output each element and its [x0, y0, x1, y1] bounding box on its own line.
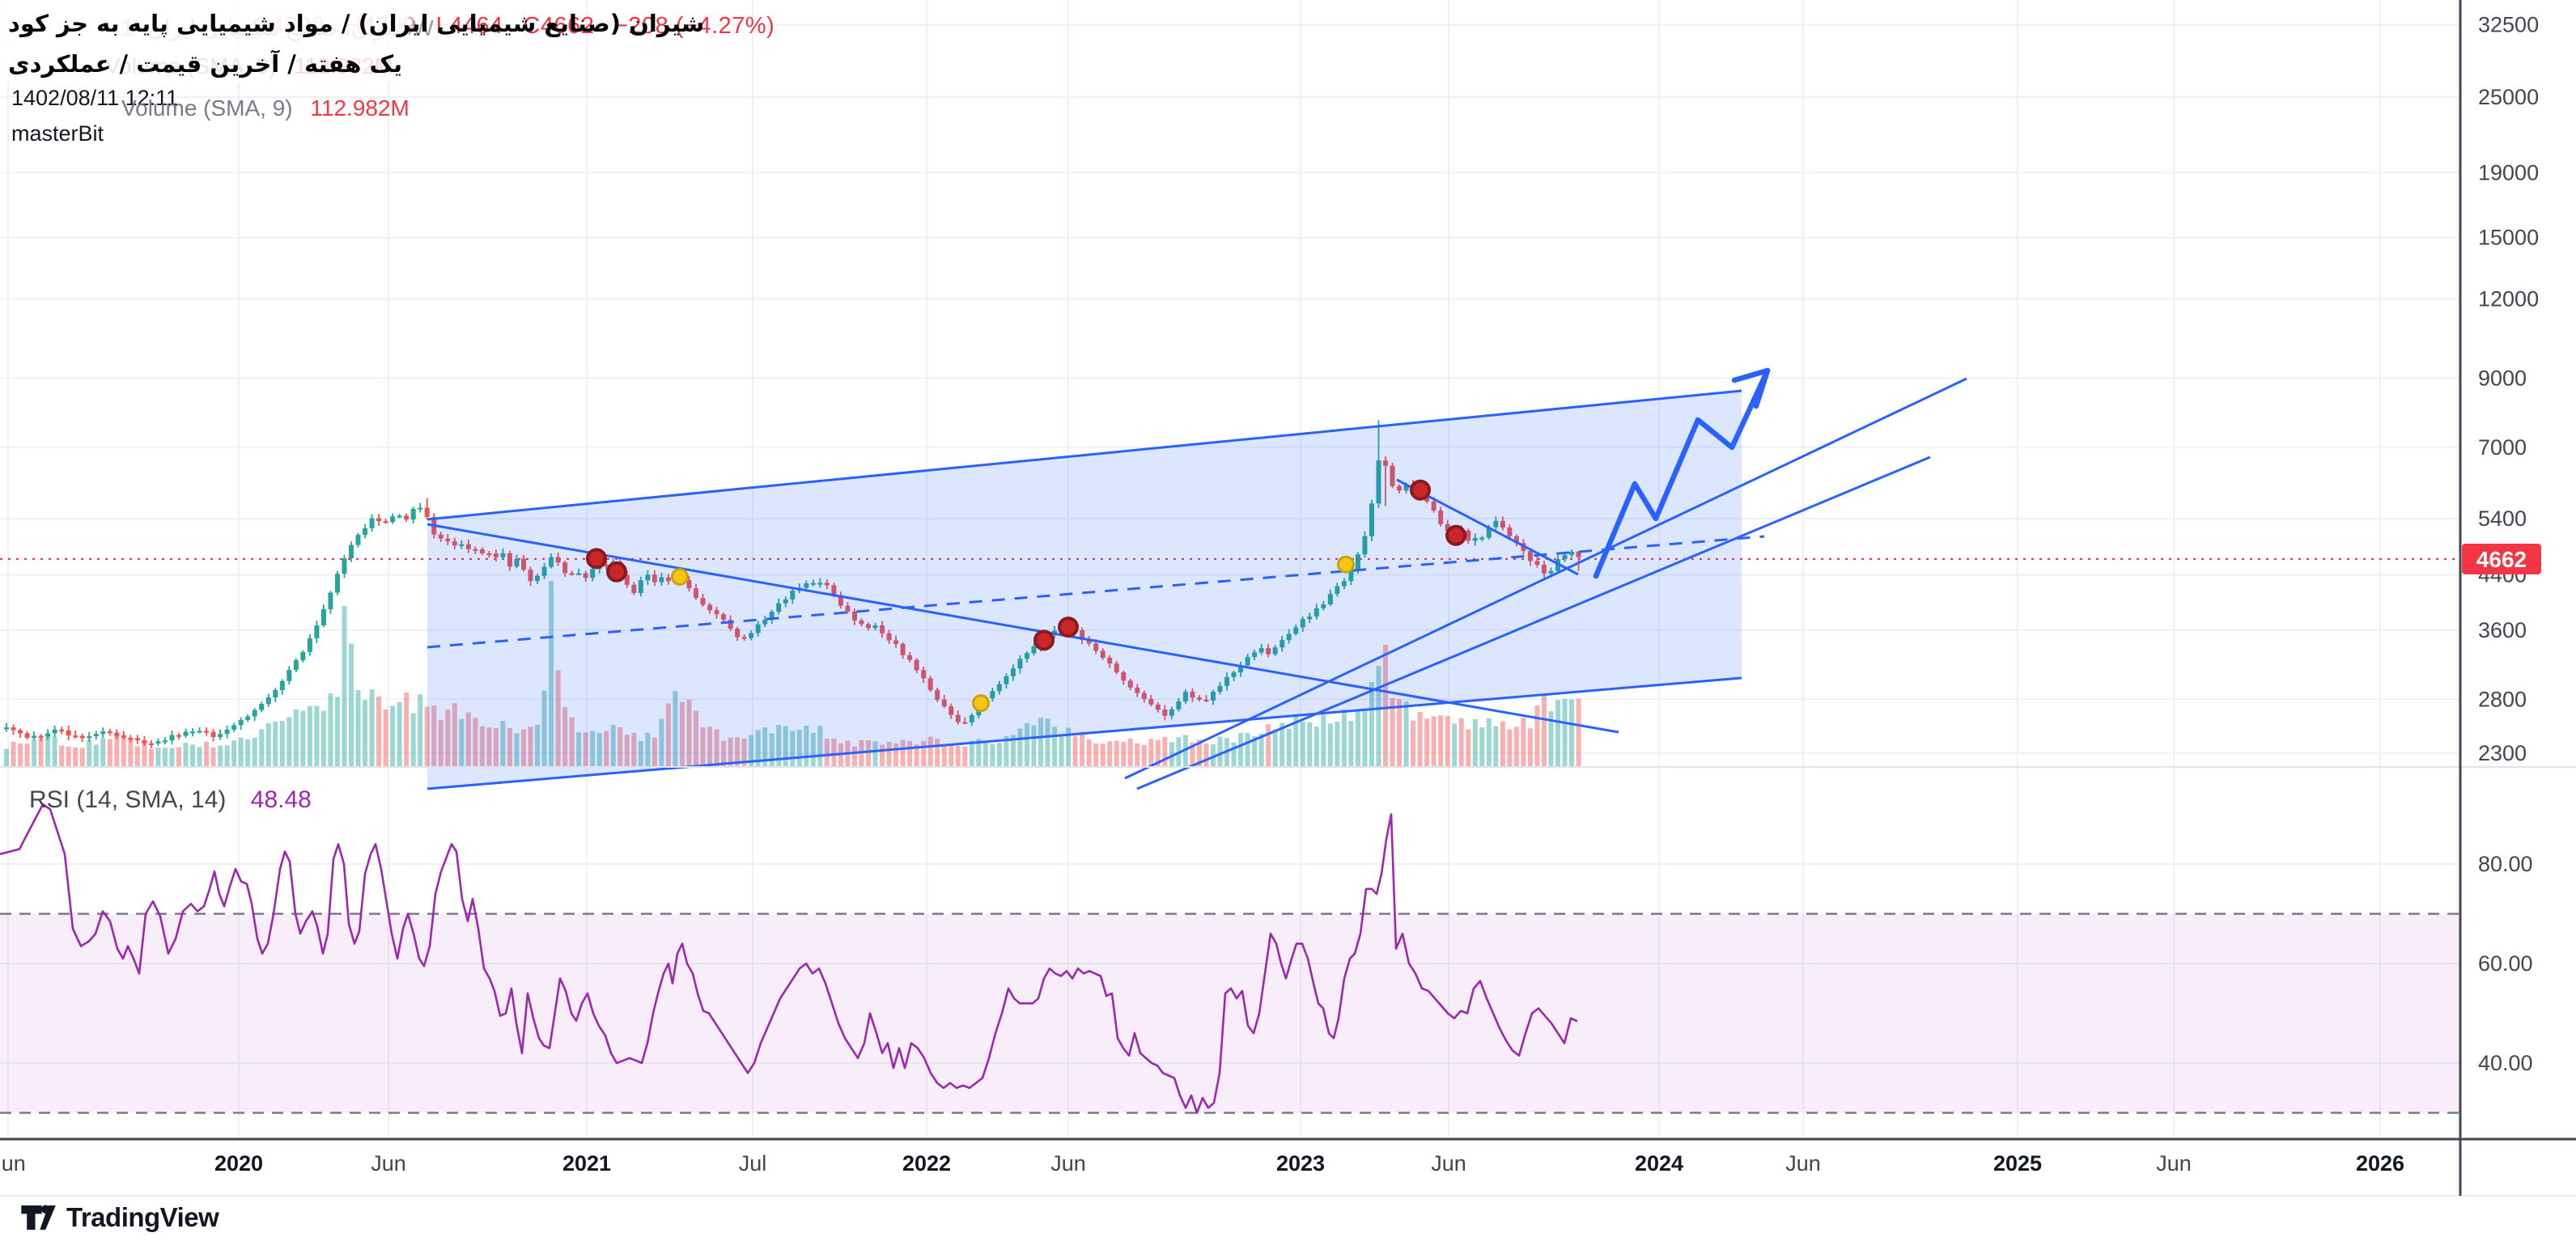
ascending-trendline-shallow — [1136, 455, 1931, 790]
time-axis-label: 2023 — [1276, 1151, 1325, 1176]
last-price-badge — [2462, 543, 2541, 574]
price-axis-label: 25000 — [2478, 85, 2539, 109]
low-value: L4464 — [435, 13, 503, 39]
last-price-badge-text: 4662 — [2476, 547, 2527, 572]
time-axis-label: Jun — [1431, 1151, 1466, 1176]
long-descending-trendline — [427, 523, 1619, 734]
subtitle-label-backdrop — [0, 47, 409, 83]
timestamp: 1402/08/11 12:11 — [11, 86, 179, 110]
rsi-axis-label: 40.00 — [2478, 1051, 2533, 1075]
price-axis-label: 12000 — [2478, 286, 2539, 311]
time-axis-label: 2021 — [562, 1151, 611, 1176]
rsi-pane — [0, 803, 2460, 1114]
rsi-axis-label: 60.00 — [2478, 951, 2533, 976]
yellow-dot-marker — [671, 567, 689, 586]
drawing-tools[interactable] — [427, 367, 1967, 790]
price-axis-label: 19000 — [2478, 160, 2539, 184]
price-axis-label: 15000 — [2478, 226, 2539, 250]
projection-zigzag-arrow — [1593, 367, 1771, 579]
close-value: C4662 — [523, 13, 595, 39]
price-axis[interactable]: 3250025000190001500012000900070005400440… — [2462, 13, 2541, 1075]
price-axis-label: 7000 — [2478, 435, 2527, 460]
yellow-dot-marker — [972, 694, 990, 713]
time-axis-label: Jun — [0, 1151, 26, 1176]
price-axis-label: 9000 — [2478, 366, 2527, 390]
rsi-label: RSI (14, SMA, 14) — [29, 786, 227, 813]
time-axis-label: 2022 — [902, 1151, 951, 1176]
tradingview-logo-text: TradingView — [66, 1202, 219, 1232]
red-dot-marker — [1410, 479, 1431, 501]
gridlines — [0, 0, 2460, 1139]
time-axis-label: 2024 — [1635, 1151, 1683, 1176]
volume-bars — [4, 581, 1581, 766]
time-axis-label: 2020 — [214, 1151, 263, 1176]
change-value: −208 (−4.27%) — [613, 13, 775, 39]
rsi-axis-label: 80.00 — [2478, 852, 2533, 876]
time-axis[interactable]: Jun 2020 Jun 2021 Jul 2022 Jun 2023 Jun 2024 Jun 20… — [0, 1151, 2404, 1176]
price-axis-label: 3600 — [2478, 618, 2527, 642]
yellow-dot-marker — [1337, 555, 1355, 574]
price-axis-label: 5400 — [2478, 506, 2527, 531]
rsi-legend[interactable]: RSI (14, SMA, 14) 48.48 — [29, 786, 312, 814]
tradingview-logo[interactable]: TradingView — [19, 1199, 219, 1236]
time-axis-label: Jun — [2156, 1151, 2192, 1176]
red-dot-marker — [606, 561, 627, 583]
title-label-backdrop — [0, 0, 409, 45]
rsi-value: 48.48 — [250, 786, 312, 813]
red-dot-marker — [586, 548, 607, 570]
channel-top-line — [427, 389, 1742, 521]
tradingview-logo-icon — [21, 1205, 56, 1230]
watermark-masterbit: masterBit — [11, 121, 104, 146]
time-axis-label: Jul — [739, 1151, 767, 1176]
rsi-line — [0, 803, 1578, 1114]
price-axis-label: 2800 — [2478, 687, 2527, 711]
time-axis-label: 2026 — [2356, 1151, 2404, 1176]
time-axis-label: Jun — [1785, 1151, 1821, 1176]
time-axis-label: Jun — [371, 1151, 406, 1176]
channel-bottom-line — [427, 676, 1742, 790]
signal-dots — [586, 479, 1466, 713]
red-dot-marker — [1445, 524, 1466, 546]
symbol-title-fa[interactable]: شیران (صنایع شیمیایی ایران) / مواد شیمیا… — [8, 10, 705, 37]
time-axis-label: 2025 — [1993, 1151, 2042, 1176]
volume-label-2: Volume (SMA, 9) — [121, 95, 293, 121]
volume-value-2: 112.982M — [310, 95, 410, 121]
ascending-trendline-steep — [1124, 377, 1967, 780]
price-axis-label: 2300 — [2478, 741, 2527, 765]
red-dot-marker — [1033, 629, 1055, 651]
subtitle-fa[interactable]: یک هفته / آخرین قیمت / عملکردی — [8, 50, 403, 78]
red-dot-marker — [1058, 616, 1079, 638]
price-axis-label: 32500 — [2478, 13, 2539, 37]
volume-row-2[interactable]: Volume (SMA, 9) 112.982M — [121, 95, 410, 121]
candles — [4, 420, 1581, 748]
time-axis-label: Jun — [1050, 1151, 1086, 1176]
